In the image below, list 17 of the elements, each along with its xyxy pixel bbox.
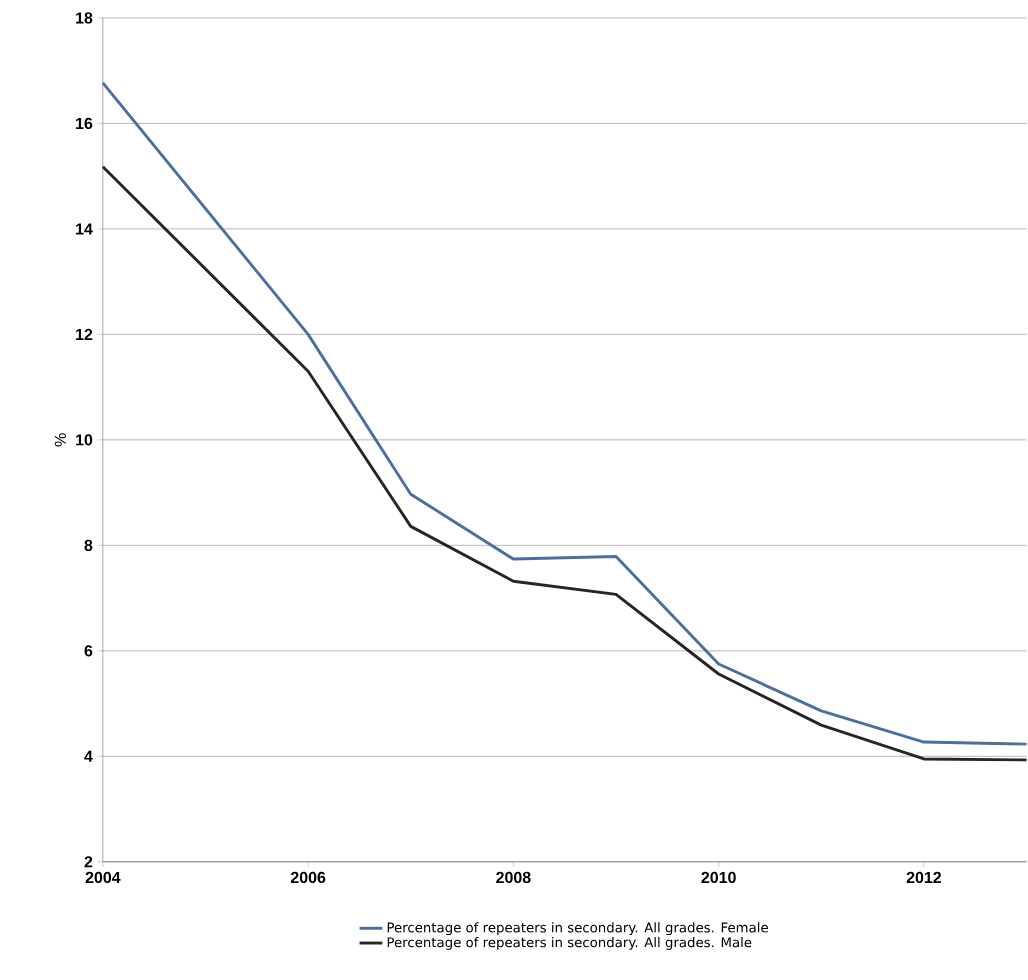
y-axis-title: % [54,433,66,447]
y-tick-label: 2 [84,856,93,868]
x-tick-label: 2006 [290,872,326,884]
x-tick-label: 2004 [85,872,121,884]
y-tick-label: 12 [76,329,93,341]
y-tick-label: 8 [84,539,93,552]
x-tick-label: 2008 [496,872,531,884]
y-tick-label: 10 [76,434,93,446]
y-tick-label: 18 [76,12,93,24]
legend-label: Percentage of repeaters in secondary. All grades. Male [387,937,752,951]
x-tick-label: 2010 [701,872,736,884]
y-tick-label: 4 [84,751,93,762]
y-tick-label: 16 [76,117,93,130]
legend-label: Percentage of repeaters in secondary. All grades. Female [387,922,768,936]
x-tick-label: 2012 [906,872,942,884]
y-tick-label: 6 [84,645,93,657]
y-tick-label: 14 [76,223,93,235]
